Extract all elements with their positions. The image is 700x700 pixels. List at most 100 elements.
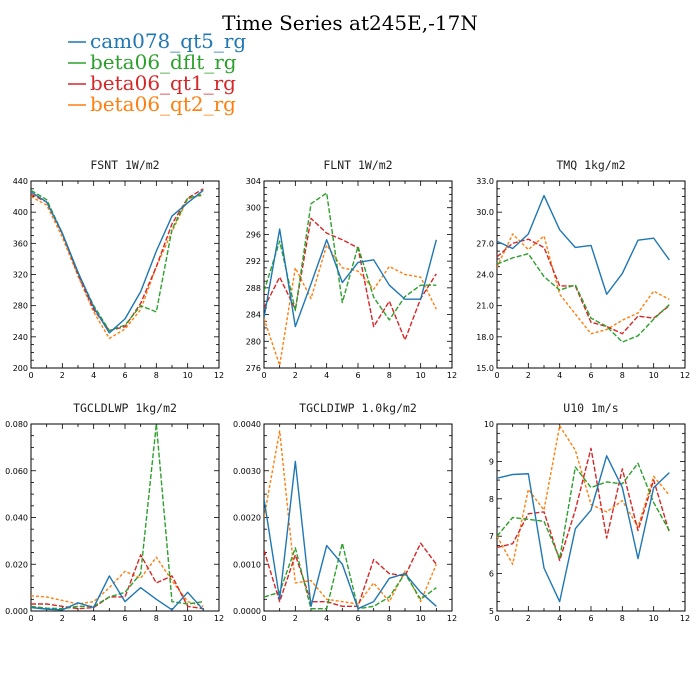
y-tick-label: 10 <box>484 420 494 429</box>
y-tick-label: 200 <box>13 364 28 373</box>
series-line-beta06_qt2_rg <box>31 194 204 340</box>
x-tick-label: 12 <box>214 371 224 380</box>
x-tick-label: 0 <box>261 371 266 380</box>
plot-frame <box>496 423 686 612</box>
y-tick-label: 15.0 <box>476 364 494 373</box>
y-tick-label: 0.000 <box>5 607 28 616</box>
y-tick-label: 300 <box>246 204 261 213</box>
plot-frame <box>263 180 453 369</box>
x-tick-label: 4 <box>324 614 329 623</box>
x-tick-label: 4 <box>324 371 329 380</box>
series-line-cam078_qt5_rg <box>31 189 204 334</box>
y-tick-label: 284 <box>246 311 261 320</box>
series-line-beta06_qt1_rg <box>497 447 671 562</box>
series-line-beta06_qt2_rg <box>264 430 437 605</box>
x-tick-label: 6 <box>588 614 593 623</box>
x-tick-label: 8 <box>620 371 625 380</box>
series-line-beta06_qt1_rg <box>497 238 670 335</box>
series-line-beta06_dflt_rg <box>497 253 670 343</box>
series-line-beta06_qt1_rg <box>264 217 437 341</box>
x-tick-label: 2 <box>526 614 531 623</box>
y-tick-label: 0.0010 <box>233 560 261 569</box>
legend: cam078_qt5_rgbeta06_dflt_rgbeta06_qt1_rg… <box>68 29 246 116</box>
y-tick-label: 0.0040 <box>233 420 261 429</box>
series-line-cam078_qt5_rg <box>497 455 670 603</box>
y-tick-label: 304 <box>246 177 261 186</box>
legend-item: beta06_qt2_rg <box>68 92 236 116</box>
y-tick-label: 292 <box>246 257 261 266</box>
series-line-beta06_dflt_rg <box>264 192 437 321</box>
y-tick-label: 0.0020 <box>233 514 261 523</box>
chart-title: TMQ 1kg/m2 <box>556 158 625 172</box>
x-tick-label: 0 <box>28 371 33 380</box>
series-line-cam078_qt5_rg <box>31 575 204 611</box>
x-tick-label: 4 <box>557 614 562 623</box>
chart-title: FLNT 1W/m2 <box>323 158 392 172</box>
legend-label: beta06_dflt_rg <box>90 50 237 74</box>
plot-frame <box>30 180 220 369</box>
x-tick-label: 6 <box>355 614 360 623</box>
legend-item: beta06_qt1_rg <box>68 71 236 95</box>
series-line-beta06_dflt_rg <box>264 542 437 610</box>
y-tick-label: 280 <box>13 302 28 311</box>
y-tick-label: 0.0000 <box>233 607 261 616</box>
x-tick-label: 8 <box>154 614 159 623</box>
x-tick-label: 0 <box>494 614 499 623</box>
x-tick-label: 6 <box>588 371 593 380</box>
y-tick-label: 30.0 <box>476 208 494 217</box>
y-tick-label: 280 <box>246 337 261 346</box>
legend-item: beta06_dflt_rg <box>68 50 237 74</box>
y-tick-label: 296 <box>246 230 261 239</box>
x-tick-label: 2 <box>526 371 531 380</box>
x-tick-label: 6 <box>355 371 360 380</box>
x-tick-label: 4 <box>557 371 562 380</box>
y-tick-label: 0.020 <box>5 560 28 569</box>
y-tick-label: 360 <box>13 239 28 248</box>
y-tick-label: 440 <box>13 177 28 186</box>
y-tick-label: 9 <box>489 457 494 466</box>
chart-panel: U10 1m/s 0 2 4 6 8 10 12 5 6 7 8 9 10 <box>484 401 690 623</box>
x-tick-label: 2 <box>293 614 298 623</box>
x-tick-label: 0 <box>261 614 266 623</box>
x-tick-label: 8 <box>387 371 392 380</box>
y-tick-label: 400 <box>13 208 28 217</box>
series-line-beta06_qt2_rg <box>497 233 670 335</box>
x-tick-label: 12 <box>447 614 457 623</box>
x-tick-label: 0 <box>28 614 33 623</box>
series-line-cam078_qt5_rg <box>264 228 438 328</box>
x-tick-label: 6 <box>122 614 127 623</box>
y-tick-label: 0.040 <box>5 514 28 523</box>
series-group <box>264 430 437 610</box>
series-group <box>497 425 671 603</box>
y-tick-label: 27.0 <box>476 239 494 248</box>
x-tick-label: 12 <box>680 614 690 623</box>
plot-frame <box>263 423 453 612</box>
legend-label: cam078_qt5_rg <box>90 29 246 53</box>
y-tick-label: 0.080 <box>5 420 28 429</box>
y-tick-label: 5 <box>489 607 494 616</box>
series-line-beta06_qt2_rg <box>31 556 204 608</box>
chart-title: TGCLDIWP 1.0kg/m2 <box>299 401 417 415</box>
y-tick-label: 7 <box>489 532 494 541</box>
y-tick-label: 320 <box>13 271 28 280</box>
y-tick-label: 0.0030 <box>233 467 261 476</box>
x-tick-label: 8 <box>620 614 625 623</box>
y-tick-label: 21.0 <box>476 302 494 311</box>
series-line-beta06_qt1_rg <box>264 542 437 608</box>
x-tick-label: 2 <box>60 614 65 623</box>
x-tick-label: 10 <box>183 371 193 380</box>
y-tick-label: 276 <box>246 364 261 373</box>
x-tick-label: 2 <box>293 371 298 380</box>
x-tick-label: 6 <box>122 371 127 380</box>
y-tick-label: 8 <box>489 495 494 504</box>
chart-panel: FLNT 1W/m2 0 2 4 6 8 10 12 276 280 284 288 292 296 300… <box>246 158 457 380</box>
x-tick-label: 10 <box>416 371 426 380</box>
chart-title: FSNT 1W/m2 <box>90 158 159 172</box>
y-tick-label: 24.0 <box>476 271 494 280</box>
y-tick-label: 18.0 <box>476 333 494 342</box>
chart-panel: TGCLDIWP 1.0kg/m2 0 2 4 6 8 10 12 0.0000 0.0010 0.… <box>233 401 457 623</box>
series-group <box>497 194 670 343</box>
plot-frame <box>496 180 686 369</box>
x-tick-label: 10 <box>416 614 426 623</box>
